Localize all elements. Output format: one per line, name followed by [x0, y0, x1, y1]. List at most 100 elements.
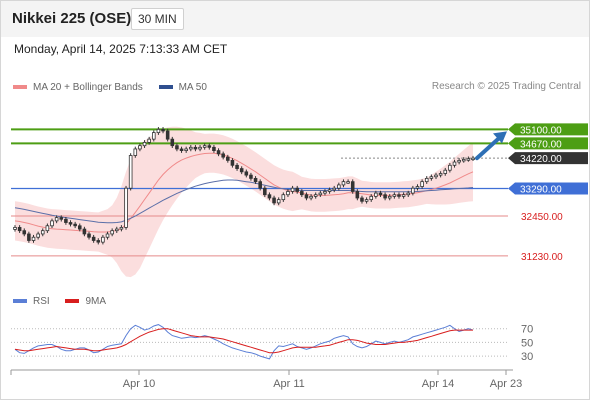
level-tag-resistance: 34670.00 [508, 137, 588, 150]
forecast-arrow-head [493, 131, 507, 144]
level-tags: 35100.00 34670.00 34220.00 33290.00 32450.00… [508, 123, 588, 263]
candle [424, 176, 429, 184]
candle-body [73, 223, 77, 227]
candle-body [397, 194, 401, 197]
candle [350, 179, 355, 194]
candle [87, 231, 91, 240]
candle [434, 172, 438, 180]
candle [124, 185, 128, 230]
candle-body [429, 176, 434, 179]
candle-body [216, 150, 221, 155]
candle-body [290, 187, 295, 192]
candle-body [406, 192, 411, 196]
candle [392, 192, 397, 199]
candle [110, 228, 114, 237]
legend-ma20-label: MA 20 + Bollinger Bands [33, 81, 143, 93]
candle-body [286, 191, 290, 196]
candle-body [420, 181, 424, 187]
candle-body [309, 195, 313, 199]
candle-body [383, 194, 387, 199]
candle [119, 225, 124, 232]
level-tag-text: 31230.00 [521, 252, 563, 263]
candle [443, 167, 448, 176]
interval-button[interactable]: 30 MIN [131, 8, 184, 30]
candle-body [471, 157, 475, 161]
level-tag-box [508, 182, 588, 195]
candle [64, 216, 68, 225]
rsi-line [14, 324, 474, 360]
candle-body [27, 233, 31, 241]
candle-body [133, 148, 138, 156]
candle [364, 197, 369, 204]
candle-body [202, 145, 207, 148]
candle-body [276, 199, 281, 204]
candle [235, 163, 239, 171]
candle-body [360, 197, 364, 202]
candle-body [387, 195, 392, 199]
candle [184, 146, 188, 153]
candle [101, 234, 105, 245]
candle-body [165, 130, 170, 140]
candle [221, 151, 225, 160]
candle [142, 140, 147, 148]
candle [226, 154, 230, 163]
candle [295, 185, 299, 194]
candle-body [230, 160, 235, 166]
candle-body [138, 145, 142, 150]
candle-body [267, 194, 272, 199]
candle [466, 156, 471, 162]
candle-body [128, 155, 133, 189]
candle-body [378, 192, 383, 196]
candle-body [258, 181, 262, 189]
candle [165, 128, 170, 142]
bollinger-band [15, 126, 473, 278]
candle-body [300, 191, 304, 196]
candle [374, 190, 378, 199]
candle-body [239, 168, 244, 173]
legend-ma50-swatch [158, 85, 173, 89]
candle [323, 189, 327, 196]
candle-body [31, 236, 36, 241]
candle [202, 143, 207, 150]
candle [68, 220, 73, 227]
candle [17, 225, 22, 233]
bollinger-band-area [15, 126, 473, 278]
candle [13, 225, 17, 232]
candle-body [105, 233, 110, 238]
candle-body [424, 177, 429, 183]
candle-body [45, 225, 50, 232]
candle-body [369, 195, 374, 201]
candle-body [350, 181, 355, 192]
candle-body [170, 138, 175, 147]
level-tag-pivot: 33290.00 [508, 182, 588, 196]
candle-body [40, 230, 45, 235]
candle [406, 190, 411, 198]
candle-body [438, 173, 443, 176]
candle [337, 182, 341, 191]
candle-body [212, 146, 216, 151]
forecast-arrow [475, 131, 507, 161]
candle [189, 145, 193, 152]
candles [13, 127, 475, 245]
candle [114, 226, 119, 233]
level-tag-price: 34220.00 [508, 152, 588, 165]
candle [318, 190, 323, 198]
candle [230, 158, 235, 168]
candle-body [124, 187, 128, 228]
candle-body [50, 220, 54, 227]
candle [156, 127, 161, 135]
candle-body [461, 159, 466, 162]
candle [304, 192, 309, 201]
candle [50, 218, 54, 229]
rsi-ma-line [14, 328, 473, 354]
candle-body [68, 222, 73, 225]
candle-body [175, 145, 179, 150]
candle-body [77, 225, 82, 230]
candle [239, 166, 244, 175]
candle-body [198, 146, 202, 150]
candle-body [114, 228, 119, 232]
candle [383, 192, 387, 201]
candle-body [147, 138, 151, 143]
header-bar: Nikkei 225 (OSE) 30 MIN [1, 1, 589, 37]
